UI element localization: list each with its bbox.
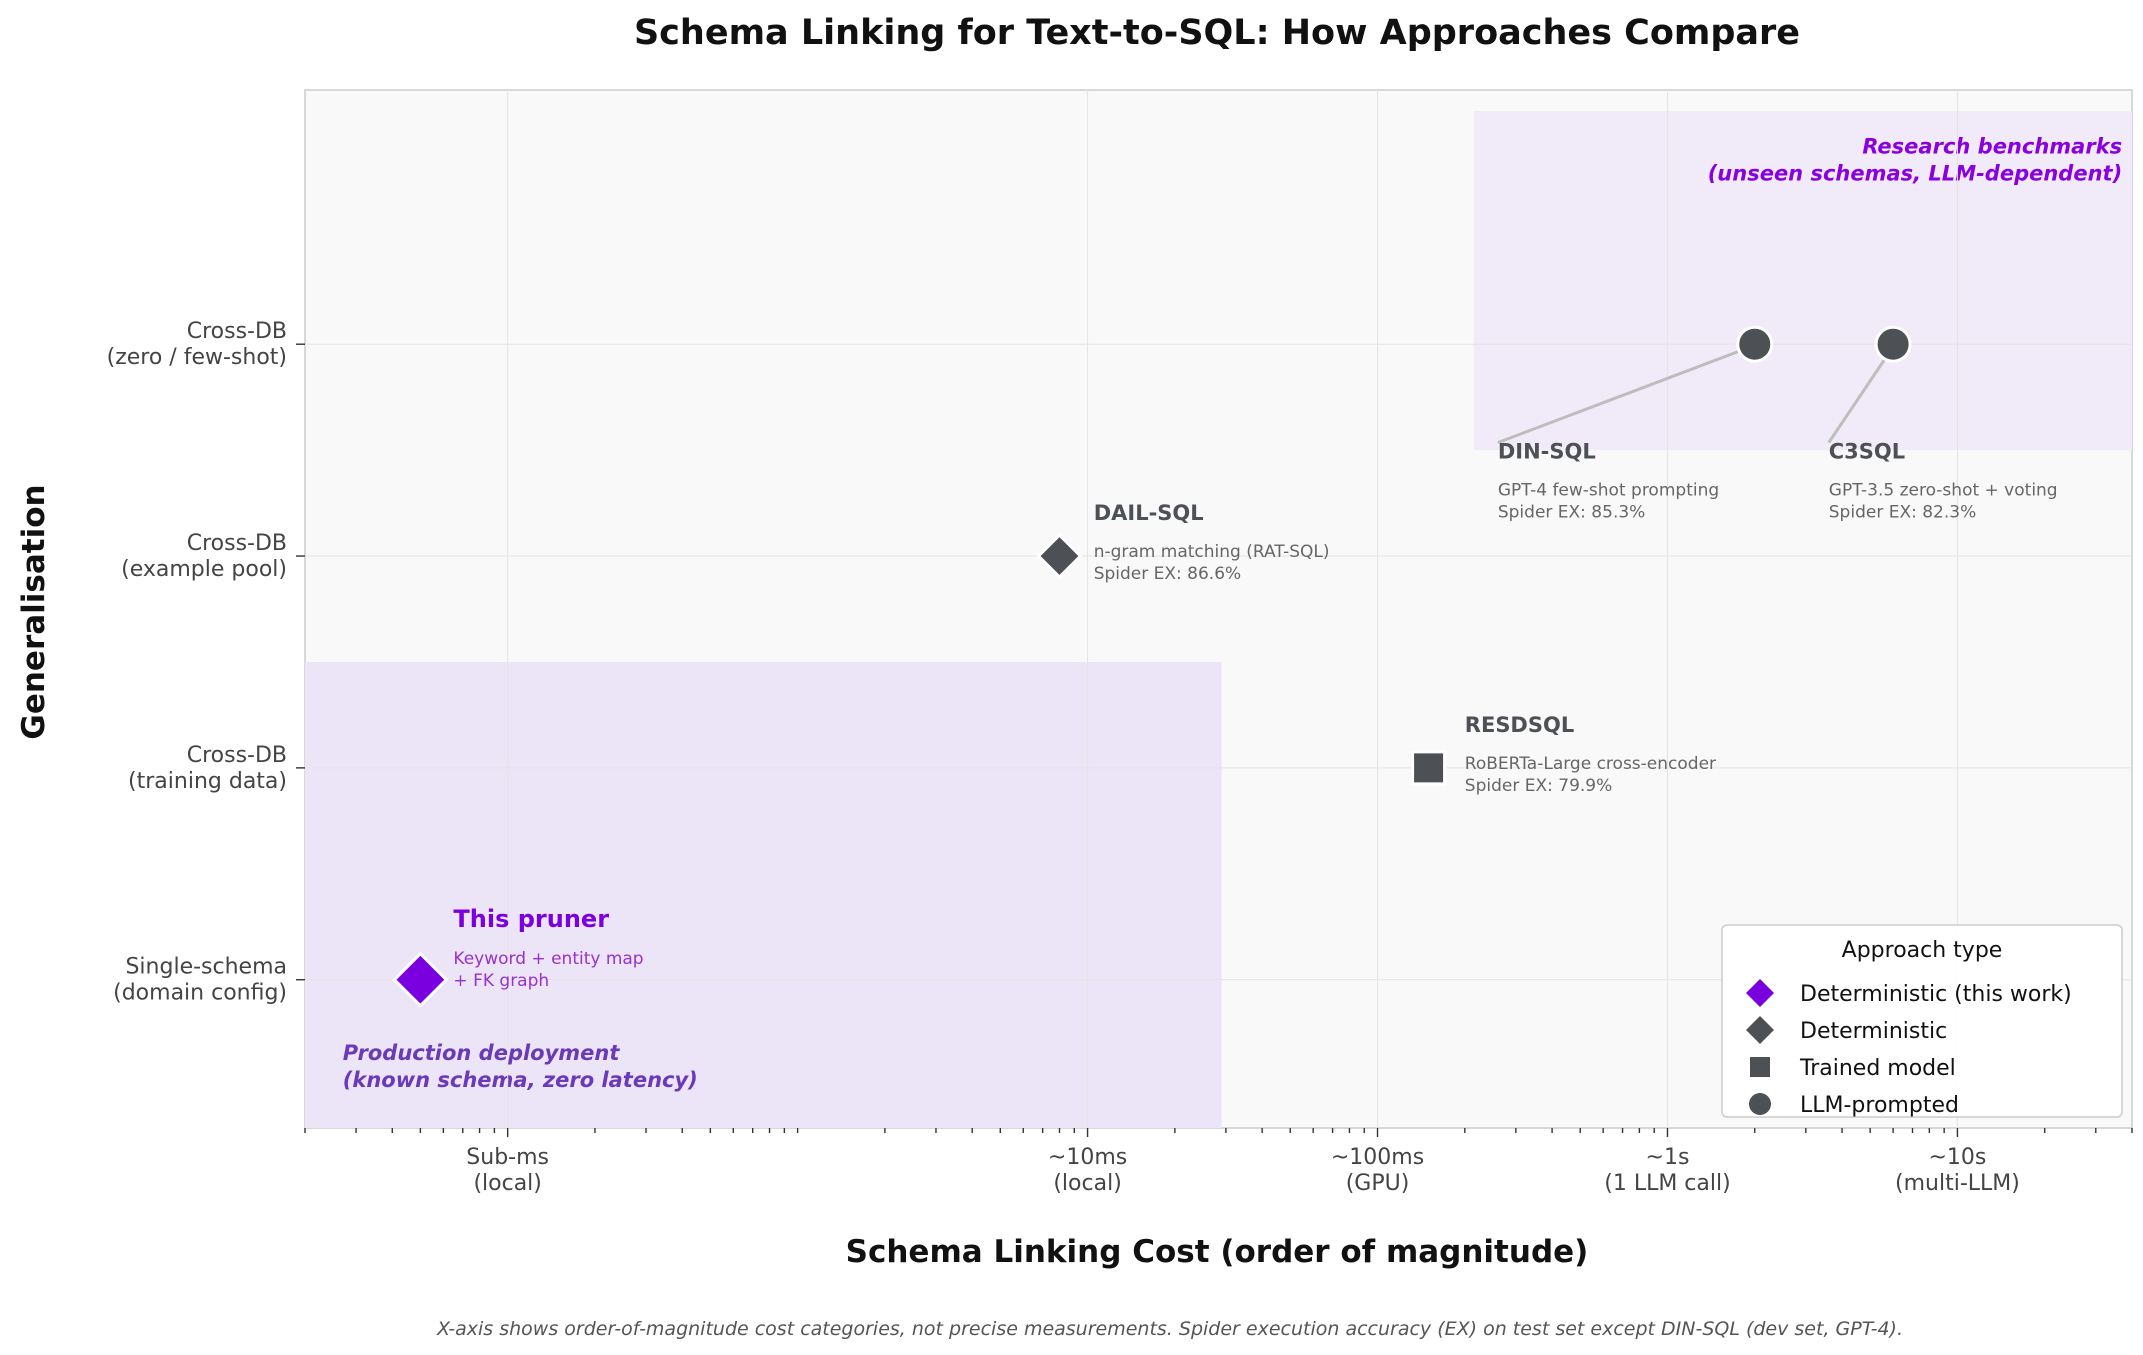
point-desc-resdsql: Spider EX: 79.9% xyxy=(1465,776,1612,796)
legend-entry-label: Trained model xyxy=(1799,1056,1956,1081)
point-label-dail-sql: DAIL-SQL xyxy=(1094,501,1204,525)
point-dail-sql xyxy=(1036,532,1083,580)
point-label-c3sql: C3SQL xyxy=(1829,440,1905,464)
point-desc-dail-sql: n-gram matching (RAT-SQL) xyxy=(1094,542,1330,562)
x-tick-label: ~100ms xyxy=(1331,1145,1424,1170)
footnote: X-axis shows order-of-magnitude cost cat… xyxy=(436,1318,1903,1340)
point-desc-this-pruner: Keyword + entity map xyxy=(453,949,643,969)
point-desc-din-sql: GPT-4 few-shot prompting xyxy=(1498,481,1719,501)
y-tick-label: (zero / few-shot) xyxy=(107,345,287,370)
y-tick-label: Cross-DB xyxy=(187,319,287,344)
x-tick-label: ~1s xyxy=(1646,1145,1690,1170)
chart-title: Schema Linking for Text-to-SQL: How Appr… xyxy=(634,13,1800,53)
y-tick-label: (training data) xyxy=(128,769,287,794)
y-tick-label: Single-schema xyxy=(125,955,287,980)
region-research-label: Research benchmarks xyxy=(1862,135,2122,159)
region-research xyxy=(1473,111,2132,451)
legend-marker-diamond xyxy=(1746,979,1774,1007)
x-tick-label: Sub-ms xyxy=(466,1145,549,1170)
x-tick-label: ~10s xyxy=(1928,1145,1986,1170)
point-desc-c3sql: GPT-3.5 zero-shot + voting xyxy=(1829,481,2058,501)
point-label-resdsql: RESDSQL xyxy=(1465,713,1574,737)
region-production-label: (known schema, zero latency) xyxy=(343,1068,698,1092)
point-desc-resdsql: RoBERTa-Large cross-encoder xyxy=(1465,754,1716,774)
legend-marker-circle xyxy=(1749,1093,1771,1115)
x-tick-label: (multi-LLM) xyxy=(1895,1171,2020,1196)
x-tick-label: (GPU) xyxy=(1346,1171,1410,1196)
y-tick-label: (domain config) xyxy=(113,981,287,1006)
y-tick-label: Cross-DB xyxy=(187,531,287,556)
x-tick-label: (1 LLM call) xyxy=(1604,1171,1730,1196)
point-desc-dail-sql: Spider EX: 86.6% xyxy=(1094,564,1241,584)
legend-box xyxy=(1721,924,2123,1118)
legend-entry-label: Deterministic (this work) xyxy=(1800,982,2072,1007)
y-tick-label: (example pool) xyxy=(121,557,287,582)
x-tick-label: ~10ms xyxy=(1048,1145,1127,1170)
region-production xyxy=(305,661,1222,1128)
legend-marker-square xyxy=(1750,1057,1770,1077)
point-desc-this-pruner: + FK graph xyxy=(453,971,549,991)
point-din-sql xyxy=(1736,325,1774,363)
y-tick-label: Cross-DB xyxy=(187,743,287,768)
point-this-pruner xyxy=(392,951,449,1008)
region-research-label: (unseen schemas, LLM-dependent) xyxy=(1708,162,2122,186)
point-resdsql xyxy=(1411,750,1447,786)
x-tick-label: (local) xyxy=(1053,1171,1121,1196)
legend-marker-diamond xyxy=(1746,1016,1774,1044)
point-c3sql xyxy=(1874,325,1912,363)
connector-din-sql xyxy=(1497,350,1739,444)
y-axis-label: Generalisation xyxy=(16,484,52,739)
legend-entry-label: Deterministic xyxy=(1800,1019,1947,1044)
x-axis-label: Schema Linking Cost (order of magnitude) xyxy=(846,1234,1589,1270)
point-desc-c3sql: Spider EX: 82.3% xyxy=(1829,503,1976,523)
x-tick-label: (local) xyxy=(473,1171,541,1196)
connector-c3sql xyxy=(1827,359,1886,444)
region-production-label: Production deployment xyxy=(343,1041,621,1065)
point-label-din-sql: DIN-SQL xyxy=(1498,440,1596,464)
legend-title: Approach type xyxy=(1842,938,2003,963)
point-label-this-pruner: This pruner xyxy=(453,905,609,933)
legend-entry-label: LLM-prompted xyxy=(1800,1093,1959,1118)
point-desc-din-sql: Spider EX: 85.3% xyxy=(1498,503,1645,523)
